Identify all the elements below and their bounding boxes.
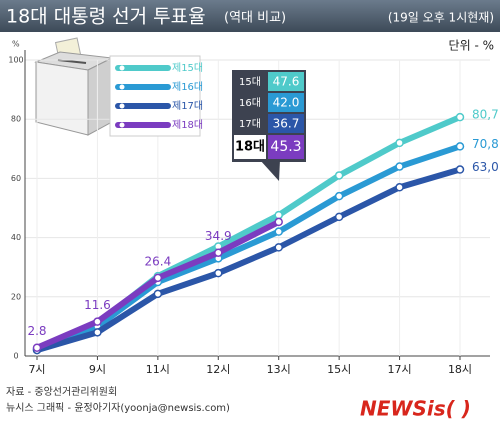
source: 자료 - 중앙선거관리위원회: [6, 385, 117, 398]
unit-label: 단위 - %: [449, 39, 494, 53]
callout-label-bg: [234, 93, 266, 112]
data-point: [334, 171, 344, 180]
credit: 뉴시스 그래픽 - 윤정아기자(yoonja@newsis.com): [6, 402, 230, 414]
data-point: [455, 112, 465, 122]
x-tick-label: 7시: [28, 363, 45, 376]
callout-label-bg: [234, 72, 266, 91]
data-point: [274, 227, 283, 236]
data-point: [32, 343, 42, 352]
data-label: 11.6: [84, 298, 111, 312]
data-label: 63,0: [472, 160, 499, 174]
callout-label: 18대: [235, 140, 265, 155]
y-tick-label: 80: [11, 115, 21, 124]
x-tick-label: 13시: [267, 363, 291, 376]
title-bar: [0, 0, 500, 32]
callout-value-bg: [268, 93, 304, 112]
chart-title: 18대 대통령 선거 투표율: [6, 6, 206, 28]
legend-label: 제17대: [172, 100, 203, 112]
y-tick-label: 40: [11, 233, 21, 242]
callout-value: 45.3: [270, 139, 301, 155]
data-point: [334, 191, 344, 201]
callout-label: 17대: [239, 118, 261, 130]
data-point: [93, 328, 102, 337]
callout-label: 15대: [239, 76, 261, 88]
data-point: [455, 165, 465, 174]
data-point: [214, 248, 223, 257]
callout-value: 47.6: [273, 75, 300, 89]
callout-value-bg: [268, 72, 304, 91]
data-point: [274, 210, 283, 220]
legend-dot: [119, 122, 125, 128]
data-label: 2.8: [27, 324, 46, 338]
callout-label: 16대: [239, 97, 261, 109]
data-label: 80,7: [472, 108, 499, 122]
callout-value: 42.0: [273, 96, 300, 110]
logo: NEWSis( ): [360, 397, 471, 421]
y-tick-label: 0: [13, 352, 18, 361]
callout-label-bg: [234, 114, 266, 133]
date-note: (19일 오후 1시현재): [388, 11, 494, 25]
x-tick-label: 9시: [89, 363, 106, 376]
callout-value-bg: [268, 114, 304, 133]
x-tick-label: 15시: [327, 363, 351, 376]
data-point: [455, 142, 465, 151]
ballot-box: [34, 37, 114, 136]
data-point: [395, 162, 404, 171]
x-tick-label: 17시: [388, 363, 412, 376]
data-label: 34.9: [205, 229, 232, 243]
callout: 15대 47.6 16대 42.0 17대 36.7 18대 45.3: [232, 70, 306, 181]
data-point: [153, 289, 163, 299]
series-line: [35, 143, 461, 353]
callout-value-bg: [268, 135, 304, 159]
legend-dot: [119, 103, 125, 109]
x-tick-label: 12시: [206, 363, 230, 376]
callout-value: 36.7: [273, 117, 300, 131]
data-point: [274, 217, 283, 227]
data-point: [395, 183, 404, 192]
legend-label: 제18대: [172, 119, 203, 131]
chart-subtitle: (역대 비교): [224, 11, 286, 26]
data-label: 70,8: [472, 137, 499, 151]
y-axis-label: %: [12, 40, 20, 49]
legend-label: 제15대: [172, 62, 203, 74]
data-point: [395, 138, 404, 148]
data-point: [153, 273, 163, 283]
x-tick-label: 11시: [146, 363, 170, 376]
y-tick-label: 20: [11, 292, 21, 301]
data-label: 26.4: [144, 254, 171, 268]
legend-dot: [119, 84, 125, 90]
data-point: [214, 268, 223, 278]
callout-pointer: [260, 160, 280, 181]
legend-dot: [119, 65, 125, 71]
y-tick-label: 60: [11, 174, 21, 183]
legend-label: 제16대: [172, 81, 203, 93]
y-tick-label: 100: [8, 56, 23, 65]
callout-label-bg: [234, 135, 266, 159]
data-point: [93, 317, 102, 326]
data-point: [274, 243, 283, 252]
data-point: [334, 212, 344, 222]
series-line: [36, 166, 461, 353]
x-tick-label: 18시: [448, 363, 472, 376]
